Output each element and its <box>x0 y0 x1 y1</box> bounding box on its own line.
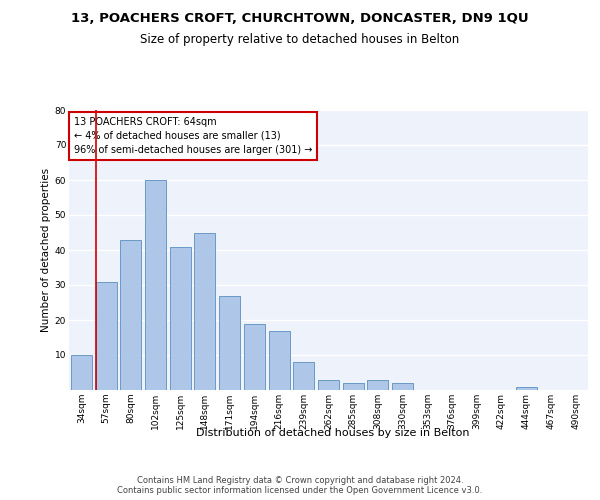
Bar <box>392 383 413 390</box>
Bar <box>194 232 215 390</box>
Bar <box>219 296 240 390</box>
Bar <box>367 380 388 390</box>
Text: Size of property relative to detached houses in Belton: Size of property relative to detached ho… <box>140 32 460 46</box>
Bar <box>343 383 364 390</box>
Bar <box>244 324 265 390</box>
Bar <box>120 240 141 390</box>
Bar <box>516 386 537 390</box>
Bar <box>269 330 290 390</box>
Bar <box>293 362 314 390</box>
Bar <box>170 246 191 390</box>
Bar <box>95 282 116 390</box>
Text: 13 POACHERS CROFT: 64sqm
← 4% of detached houses are smaller (13)
96% of semi-de: 13 POACHERS CROFT: 64sqm ← 4% of detache… <box>74 117 313 155</box>
Text: 13, POACHERS CROFT, CHURCHTOWN, DONCASTER, DN9 1QU: 13, POACHERS CROFT, CHURCHTOWN, DONCASTE… <box>71 12 529 26</box>
Y-axis label: Number of detached properties: Number of detached properties <box>41 168 50 332</box>
Bar <box>318 380 339 390</box>
Bar <box>145 180 166 390</box>
Text: Contains HM Land Registry data © Crown copyright and database right 2024.
Contai: Contains HM Land Registry data © Crown c… <box>118 476 482 495</box>
Bar <box>71 355 92 390</box>
Text: Distribution of detached houses by size in Belton: Distribution of detached houses by size … <box>196 428 470 438</box>
